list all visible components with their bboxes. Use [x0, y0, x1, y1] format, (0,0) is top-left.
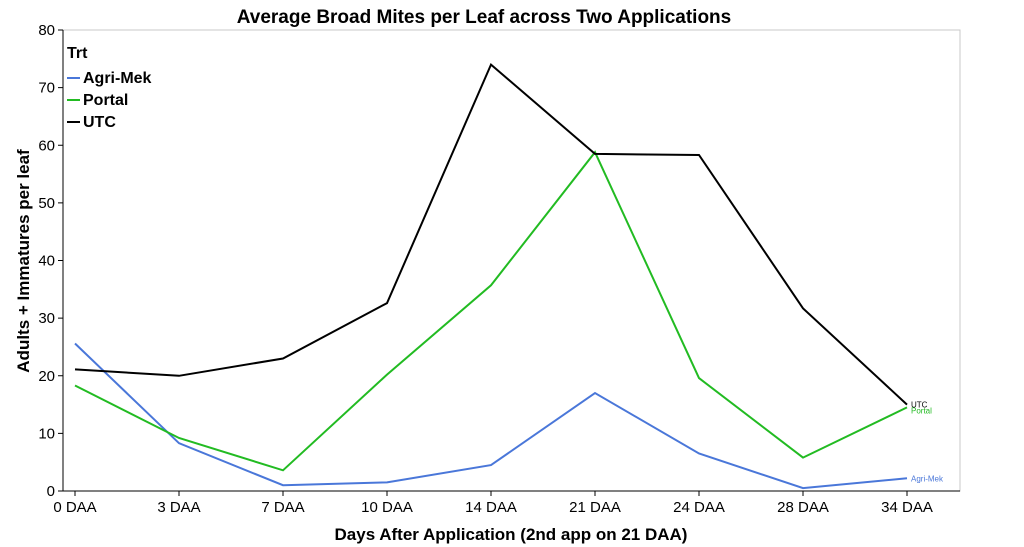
legend-label: Portal — [83, 92, 128, 109]
x-axis-title: Days After Application (2nd app on 21 DA… — [335, 525, 688, 544]
end-label: Agri-Mek — [911, 474, 944, 483]
y-tick-label: 30 — [38, 310, 55, 327]
y-tick-label: 50 — [38, 195, 55, 212]
y-tick-label: 0 — [47, 483, 55, 500]
x-tick-label: 7 DAA — [261, 499, 304, 516]
y-axis: 0 10 20 30 40 50 60 70 80 — [38, 22, 64, 500]
end-label: Portal — [911, 406, 932, 415]
x-tick-label: 3 DAA — [157, 499, 200, 516]
y-axis-title: Adults + Immatures per leaf — [14, 149, 33, 373]
y-tick-label: 10 — [38, 425, 55, 442]
y-tick-label: 40 — [38, 253, 55, 270]
x-tick-label: 34 DAA — [881, 499, 933, 516]
end-label: UTC — [911, 401, 928, 410]
x-tick-label: 0 DAA — [53, 499, 96, 516]
series-lines — [74, 62, 908, 490]
x-tick-label: 24 DAA — [673, 499, 725, 516]
legend-title: Trt — [67, 45, 88, 62]
x-tick-label: 14 DAA — [465, 499, 517, 516]
series-line-portal — [74, 150, 908, 472]
chart-title: Average Broad Mites per Leaf across Two … — [237, 7, 731, 28]
y-tick-label: 20 — [38, 368, 55, 385]
y-tick-label: 80 — [38, 22, 55, 39]
y-tick-label: 60 — [38, 137, 55, 154]
legend-label: Agri-Mek — [83, 70, 152, 87]
x-tick-label: 21 DAA — [569, 499, 621, 516]
series-line-agri-mek — [74, 342, 908, 490]
x-axis: 0 DAA 3 DAA 7 DAA 10 DAA 14 DAA 21 DAA 24 DAA 2… — [53, 490, 960, 516]
legend-label: UTC — [83, 114, 116, 131]
x-tick-label: 10 DAA — [361, 499, 413, 516]
legend: Trt Agri-Mek Portal UTC — [67, 45, 152, 131]
series-line-utc — [74, 62, 908, 406]
x-tick-label: 28 DAA — [777, 499, 829, 516]
y-tick-label: 70 — [38, 80, 55, 97]
